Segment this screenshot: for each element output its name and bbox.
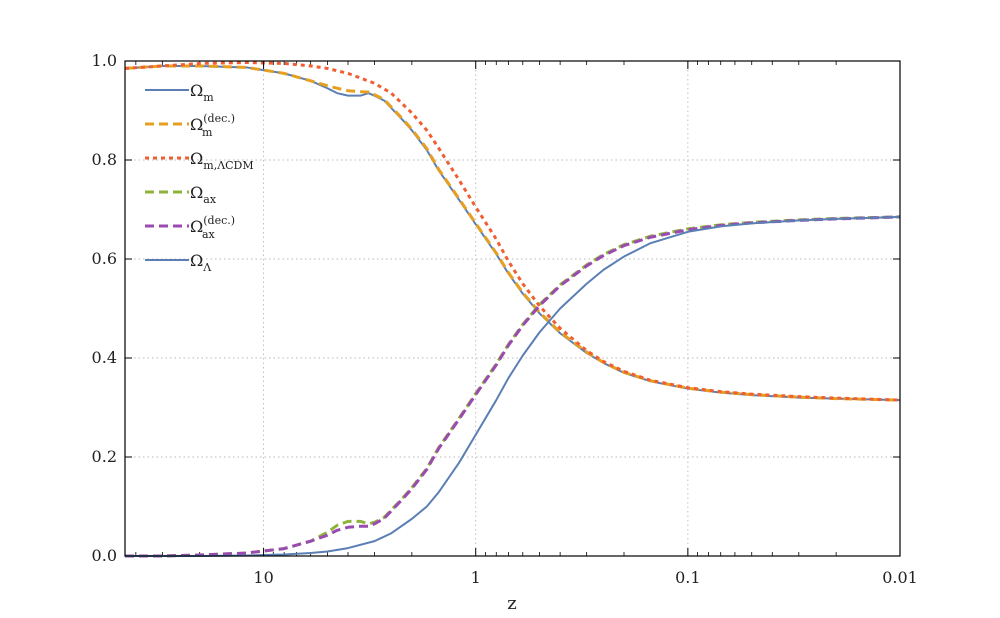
x-tick-label: 1 [471,568,481,587]
legend-label: Ω(dec.) m [190,112,235,139]
legend-label: ΩΛ [190,251,212,274]
legend-subscript: m [203,91,214,104]
legend-symbol: Ω [190,183,203,202]
minor-ticks [135,61,837,556]
major-ticks [125,60,901,557]
legend-subscript: ax [202,228,216,241]
series-line-4 [125,215,901,558]
legend-label: Ωax [190,183,217,206]
legend-subscript: Λ [202,261,212,274]
legend-label: Ω(dec.) ax [190,214,235,241]
series-line-2 [124,64,901,402]
plot-frame [124,60,901,557]
y-tick-label: 0.0 [92,546,117,565]
series-line-3 [124,60,901,402]
series-line-6 [125,215,901,557]
x-tick-label: 0.01 [882,568,918,587]
series-line-1 [124,64,901,402]
y-tick-label: 0.6 [92,249,117,268]
x-tick-label: 10 [253,568,273,587]
y-tick-label: 1.0 [92,51,117,70]
x-tick-labels: 10 1 0.1 0.01 [253,568,917,587]
legend-superscript: (dec.) [203,214,235,227]
legend-symbol: Ω [190,217,203,236]
x-axis-label: z [507,593,516,614]
grid [125,61,900,556]
series-lines [124,60,901,558]
legend-label: Ωm [190,81,214,104]
legend-subscript: ax [203,193,217,206]
y-tick-label: 0.2 [92,447,117,466]
series-line-5 [125,215,901,558]
legend-subscript: m,ΛCDM [203,159,253,172]
legend-superscript: (dec.) [203,112,235,125]
legend-label: Ωm,ΛCDM [190,149,254,172]
legend-subscript: m [202,126,213,139]
y-tick-labels: 0.0 0.2 0.4 0.6 0.8 1.0 [92,51,117,565]
x-tick-label: 0.1 [675,568,700,587]
legend-symbol: Ω [190,149,203,168]
y-tick-label: 0.4 [92,348,117,367]
y-tick-label: 0.8 [92,150,117,169]
legend-symbol: Ω [190,115,203,134]
legend-symbol: Ω [190,251,203,270]
legend-symbol: Ω [190,81,203,100]
